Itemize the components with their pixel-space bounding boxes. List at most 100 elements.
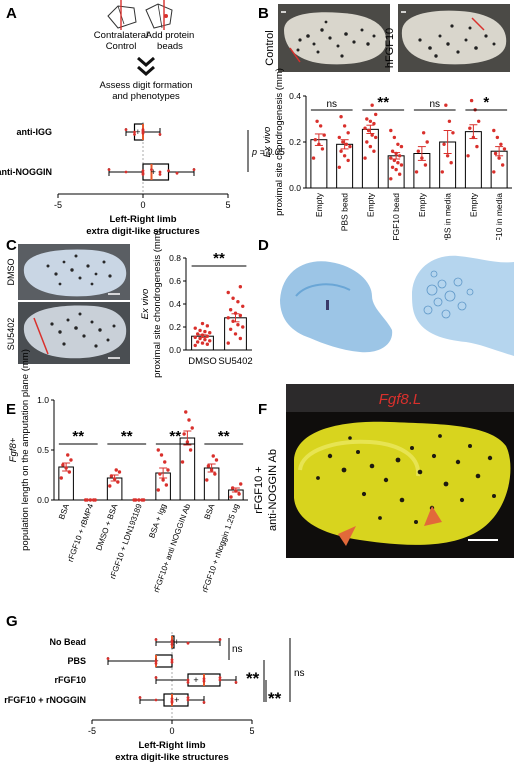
data-point xyxy=(187,418,191,422)
panel-b-letter: B xyxy=(258,5,269,22)
data-point xyxy=(138,696,142,699)
mean-marker: + xyxy=(135,127,140,137)
y-tick-label: 0.2 xyxy=(169,322,181,332)
data-point xyxy=(186,698,190,702)
data-point xyxy=(193,326,197,330)
histology-tissue-1 xyxy=(280,261,393,353)
data-point xyxy=(440,170,445,174)
data-point xyxy=(154,638,158,641)
y-tick-label: 0.8 xyxy=(169,253,181,263)
hfgf10-limb-speckles xyxy=(418,24,496,58)
data-point xyxy=(154,698,158,702)
data-point xyxy=(317,142,321,146)
x-tick-label: Empty xyxy=(468,192,478,217)
data-point xyxy=(228,327,233,331)
mean-marker: + xyxy=(174,695,179,705)
data-point xyxy=(205,324,210,328)
data-point xyxy=(195,332,200,336)
data-point xyxy=(373,112,378,117)
mean-marker: + xyxy=(193,675,198,685)
schematic-right-caption-1: Add protein xyxy=(146,30,195,41)
data-point xyxy=(209,468,214,472)
data-point xyxy=(213,472,217,476)
data-point xyxy=(372,121,376,126)
data-point xyxy=(112,477,117,481)
data-point xyxy=(69,458,73,462)
data-point xyxy=(85,498,89,502)
data-point xyxy=(141,171,145,175)
data-point xyxy=(190,426,194,430)
x-tick-label: 5 xyxy=(249,726,254,736)
data-point xyxy=(502,147,507,151)
data-point xyxy=(315,119,319,124)
x-tick-label: Empty xyxy=(365,192,375,217)
data-point xyxy=(471,135,476,140)
data-point xyxy=(107,168,111,172)
data-point xyxy=(137,498,141,502)
data-point xyxy=(156,448,160,452)
row-label: No Bead xyxy=(49,637,86,647)
data-point xyxy=(170,658,174,662)
data-point xyxy=(346,131,350,135)
data-point xyxy=(451,131,455,135)
x-tick-label: 0 xyxy=(169,726,174,736)
x-axis-title-2: extra digit-like structures xyxy=(86,226,200,237)
panel-g-sig-2: ** xyxy=(246,669,260,688)
dmso-limb-shape xyxy=(23,249,127,297)
data-point xyxy=(392,135,397,140)
histology-tissue-2 xyxy=(412,255,514,356)
data-point xyxy=(341,140,345,144)
data-point xyxy=(198,336,202,341)
data-point xyxy=(170,639,174,643)
data-point xyxy=(229,495,233,499)
su5402-limb-shape xyxy=(23,305,127,359)
data-point xyxy=(193,335,197,340)
data-point xyxy=(414,170,419,174)
data-point xyxy=(166,468,170,472)
data-point xyxy=(170,660,174,664)
data-point xyxy=(368,119,373,124)
panel-g-brackets xyxy=(228,638,291,702)
x-tick-label: PBS in media xyxy=(443,193,453,245)
data-point xyxy=(492,170,496,174)
significance-label: ** xyxy=(121,428,133,445)
data-point xyxy=(445,154,450,158)
x-tick-label: -5 xyxy=(88,726,96,736)
data-point xyxy=(228,308,233,312)
bar xyxy=(179,437,196,501)
data-point xyxy=(236,300,240,304)
data-point xyxy=(447,119,452,124)
data-point xyxy=(420,156,424,160)
panel-g-letter: G xyxy=(6,613,18,630)
schematic-arrow-caption-2: and phenotypes xyxy=(112,91,180,102)
data-point xyxy=(389,128,393,133)
data-point xyxy=(61,463,65,467)
data-point xyxy=(396,142,400,146)
data-point xyxy=(203,337,207,342)
significance-label: ns xyxy=(326,99,337,110)
data-point xyxy=(117,470,122,474)
data-point xyxy=(241,304,245,308)
left-arrowhead-icon xyxy=(338,526,356,546)
y-tick-label: 0.0 xyxy=(37,495,49,505)
data-point xyxy=(206,464,211,468)
y-tick-label: 0.2 xyxy=(289,137,301,147)
data-point xyxy=(397,172,402,176)
data-point xyxy=(133,130,136,134)
data-point xyxy=(394,151,398,156)
y-axis-title-1: Ex vivo xyxy=(140,289,151,320)
data-point xyxy=(342,154,347,158)
fluorescence-speckles xyxy=(316,434,496,524)
right-arrowhead-icon xyxy=(424,506,442,526)
x-tick-label: DMSO + BSA xyxy=(94,502,119,552)
x-tick-label: rFGF10 in media xyxy=(494,193,504,257)
panel-f-letter: F xyxy=(258,401,267,418)
data-point xyxy=(421,131,426,135)
data-point xyxy=(186,641,190,645)
y-axis-title-2: proximal site chondrogenesis (mm) xyxy=(152,230,163,378)
data-point xyxy=(396,161,400,165)
data-point xyxy=(226,316,230,320)
schematic-right-caption-2: beads xyxy=(157,41,183,52)
